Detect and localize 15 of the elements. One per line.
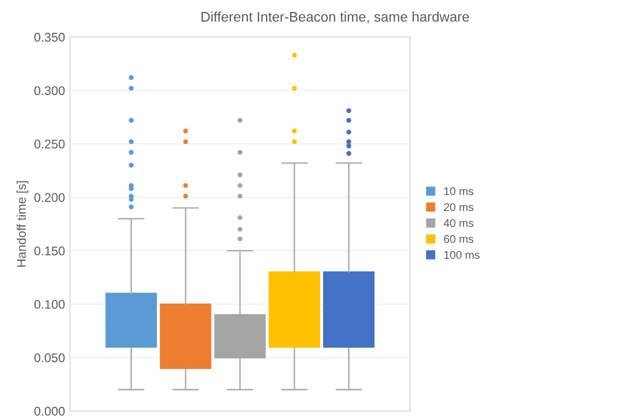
y-tick-label: 0.000 [34,406,65,416]
y-tick-label: 0.300 [34,86,65,96]
legend-label: 100 ms [444,250,480,259]
y-tick-label: 0.100 [34,300,65,309]
chart-title: Different Inter-Beacon time, same hardware [202,12,469,24]
y-tick-label: 0.350 [34,32,65,42]
legend-label: 10 ms [444,187,474,196]
y-tick-label: 0.150 [34,246,65,256]
legend-label: 40 ms [444,219,474,227]
y-tick-label: 0.250 [34,140,65,149]
y-axis-title: Handoff time [s] [16,181,28,267]
y-tick-label: 0.200 [34,193,65,202]
legend-label: 60 ms [444,235,474,243]
y-tick-label: 0.050 [34,353,65,362]
legend-label: 20 ms [444,203,474,212]
